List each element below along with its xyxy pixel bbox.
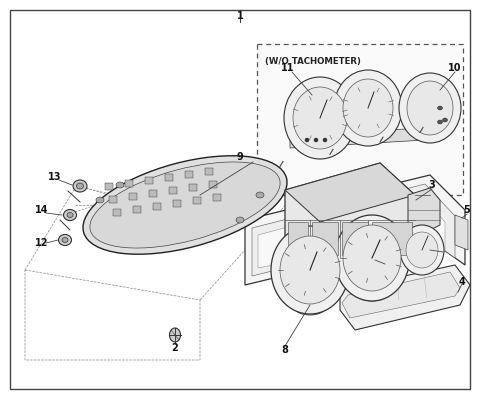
Ellipse shape xyxy=(271,226,349,314)
Polygon shape xyxy=(153,203,161,210)
Ellipse shape xyxy=(293,87,347,149)
Polygon shape xyxy=(285,163,415,265)
Polygon shape xyxy=(169,187,177,194)
Ellipse shape xyxy=(169,328,180,342)
Polygon shape xyxy=(133,206,141,213)
Ellipse shape xyxy=(437,106,443,110)
Ellipse shape xyxy=(437,120,443,124)
Ellipse shape xyxy=(343,79,393,137)
Text: 11: 11 xyxy=(281,63,295,73)
Text: 8: 8 xyxy=(282,345,288,355)
Polygon shape xyxy=(288,222,308,255)
Ellipse shape xyxy=(284,77,356,159)
Polygon shape xyxy=(252,184,455,276)
Polygon shape xyxy=(145,177,153,184)
Polygon shape xyxy=(342,272,460,318)
Polygon shape xyxy=(189,184,197,191)
Polygon shape xyxy=(342,222,368,255)
Ellipse shape xyxy=(358,289,386,301)
Ellipse shape xyxy=(67,213,73,217)
Polygon shape xyxy=(258,192,445,268)
Text: 1: 1 xyxy=(237,11,243,21)
Ellipse shape xyxy=(280,236,340,304)
Ellipse shape xyxy=(314,138,318,142)
Ellipse shape xyxy=(407,81,453,135)
Ellipse shape xyxy=(73,180,87,192)
Ellipse shape xyxy=(406,232,438,268)
Ellipse shape xyxy=(83,156,287,254)
Text: 4: 4 xyxy=(458,277,466,287)
Polygon shape xyxy=(408,188,440,238)
Bar xyxy=(257,44,463,195)
Text: 13: 13 xyxy=(48,172,62,182)
Ellipse shape xyxy=(295,301,325,315)
Polygon shape xyxy=(185,171,193,178)
Ellipse shape xyxy=(400,225,444,275)
Polygon shape xyxy=(312,222,338,255)
Ellipse shape xyxy=(334,70,402,146)
Ellipse shape xyxy=(116,182,124,188)
Polygon shape xyxy=(129,193,137,200)
Text: 9: 9 xyxy=(237,152,243,162)
Ellipse shape xyxy=(76,183,84,189)
Text: 14: 14 xyxy=(35,205,49,215)
Polygon shape xyxy=(105,183,113,190)
Ellipse shape xyxy=(90,162,280,248)
Polygon shape xyxy=(125,180,133,187)
Polygon shape xyxy=(149,190,157,197)
Text: (W/O TACHOMETER): (W/O TACHOMETER) xyxy=(265,57,361,66)
Polygon shape xyxy=(173,200,181,207)
Text: 2: 2 xyxy=(172,343,179,353)
Polygon shape xyxy=(205,168,213,175)
Text: 10: 10 xyxy=(448,63,462,73)
Ellipse shape xyxy=(305,138,309,142)
Text: 12: 12 xyxy=(35,238,49,248)
Polygon shape xyxy=(109,196,117,203)
Ellipse shape xyxy=(443,118,447,122)
Polygon shape xyxy=(165,174,173,181)
Polygon shape xyxy=(290,128,425,148)
Text: 3: 3 xyxy=(429,180,435,190)
Polygon shape xyxy=(213,194,221,201)
Ellipse shape xyxy=(62,237,68,243)
Ellipse shape xyxy=(323,138,327,142)
Ellipse shape xyxy=(96,197,104,203)
Polygon shape xyxy=(113,209,121,216)
Polygon shape xyxy=(372,222,412,255)
Polygon shape xyxy=(245,175,465,285)
Ellipse shape xyxy=(236,217,244,223)
Ellipse shape xyxy=(59,235,72,245)
Polygon shape xyxy=(340,265,470,330)
Polygon shape xyxy=(209,181,217,188)
Polygon shape xyxy=(285,163,415,222)
Ellipse shape xyxy=(63,209,76,221)
Polygon shape xyxy=(455,215,468,250)
Text: 5: 5 xyxy=(464,205,470,215)
Polygon shape xyxy=(193,197,201,204)
Ellipse shape xyxy=(335,215,409,301)
Ellipse shape xyxy=(256,192,264,198)
Ellipse shape xyxy=(399,73,461,143)
Ellipse shape xyxy=(343,225,401,291)
